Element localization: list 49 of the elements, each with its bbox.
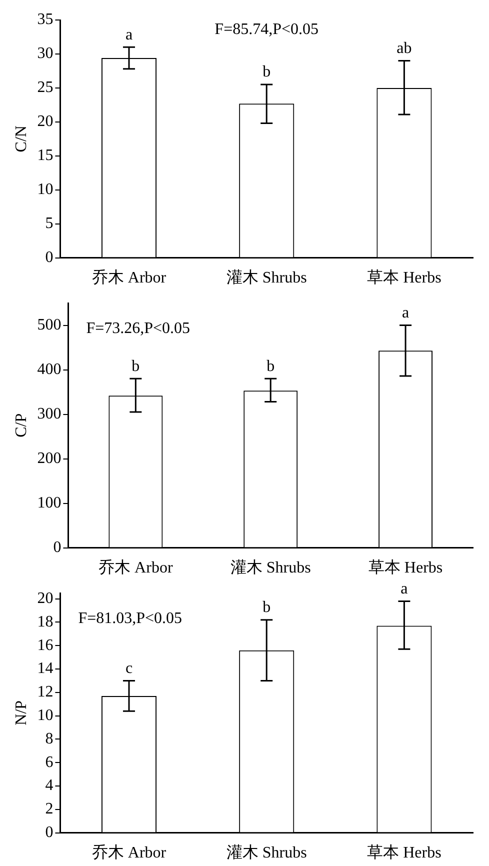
y-tick-label: 20 xyxy=(37,590,54,608)
y-tick-label: 0 xyxy=(45,249,54,266)
y-tick-label: 10 xyxy=(37,181,54,198)
annotation: a xyxy=(400,580,408,598)
y-tick-label: 2 xyxy=(45,800,54,818)
x-tick-label: 草本 Herbs xyxy=(368,558,443,577)
annotation: ab xyxy=(396,40,412,57)
annotation: b xyxy=(132,358,140,375)
y-tick-label: 15 xyxy=(37,147,54,164)
x-tick-label: 灌木 Shrubs xyxy=(226,844,307,862)
x-tick-label: 草本 Herbs xyxy=(367,268,442,287)
y-tick-label: 4 xyxy=(45,777,54,794)
x-tick-label: 乔木 Arbor xyxy=(92,268,167,287)
y-tick-label: 10 xyxy=(37,707,54,724)
y-tick-label: 14 xyxy=(37,660,54,678)
y-tick-label: 30 xyxy=(37,45,54,62)
x-tick-label: 灌木 Shrubs xyxy=(226,268,307,287)
y-tick-label: 100 xyxy=(37,494,62,512)
y-tick-label: 16 xyxy=(37,636,54,654)
y-tick-label: 400 xyxy=(37,360,62,378)
annotation: a xyxy=(125,26,133,44)
y-tick-label: 25 xyxy=(37,79,54,96)
y-axis-title: N/P xyxy=(12,700,30,726)
x-tick-label: 乔木 Arbor xyxy=(98,558,174,577)
annotation: F=85.74,P<0.05 xyxy=(214,21,319,38)
y-axis-title: C/P xyxy=(12,413,30,438)
y-tick-label: 300 xyxy=(37,405,62,422)
y-tick-label: 5 xyxy=(45,215,54,232)
y-tick-label: 12 xyxy=(37,684,54,701)
x-tick-label: 乔木 Arbor xyxy=(92,844,167,862)
x-tick-label: 草本 Herbs xyxy=(367,844,442,862)
y-tick-label: 8 xyxy=(45,730,54,748)
y-tick-label: 500 xyxy=(37,316,62,334)
annotation: b xyxy=(262,64,271,81)
x-tick-label: 灌木 Shrubs xyxy=(230,558,311,577)
y-axis-title: C/N xyxy=(12,125,30,152)
annotation: b xyxy=(266,358,275,375)
y-tick-label: 35 xyxy=(37,11,54,28)
y-tick-label: 18 xyxy=(37,613,54,630)
y-tick-label: 20 xyxy=(37,113,54,130)
annotation: a xyxy=(402,304,410,322)
y-tick-label: 200 xyxy=(37,450,62,467)
annotation: F=73.26,P<0.05 xyxy=(86,320,190,338)
annotation: b xyxy=(262,599,271,616)
annotation: c xyxy=(125,660,133,677)
y-tick-label: 0 xyxy=(53,539,62,556)
annotation: F=81.03,P<0.05 xyxy=(78,610,182,628)
y-tick-label: 6 xyxy=(45,754,54,771)
y-tick-label: 0 xyxy=(45,824,54,842)
